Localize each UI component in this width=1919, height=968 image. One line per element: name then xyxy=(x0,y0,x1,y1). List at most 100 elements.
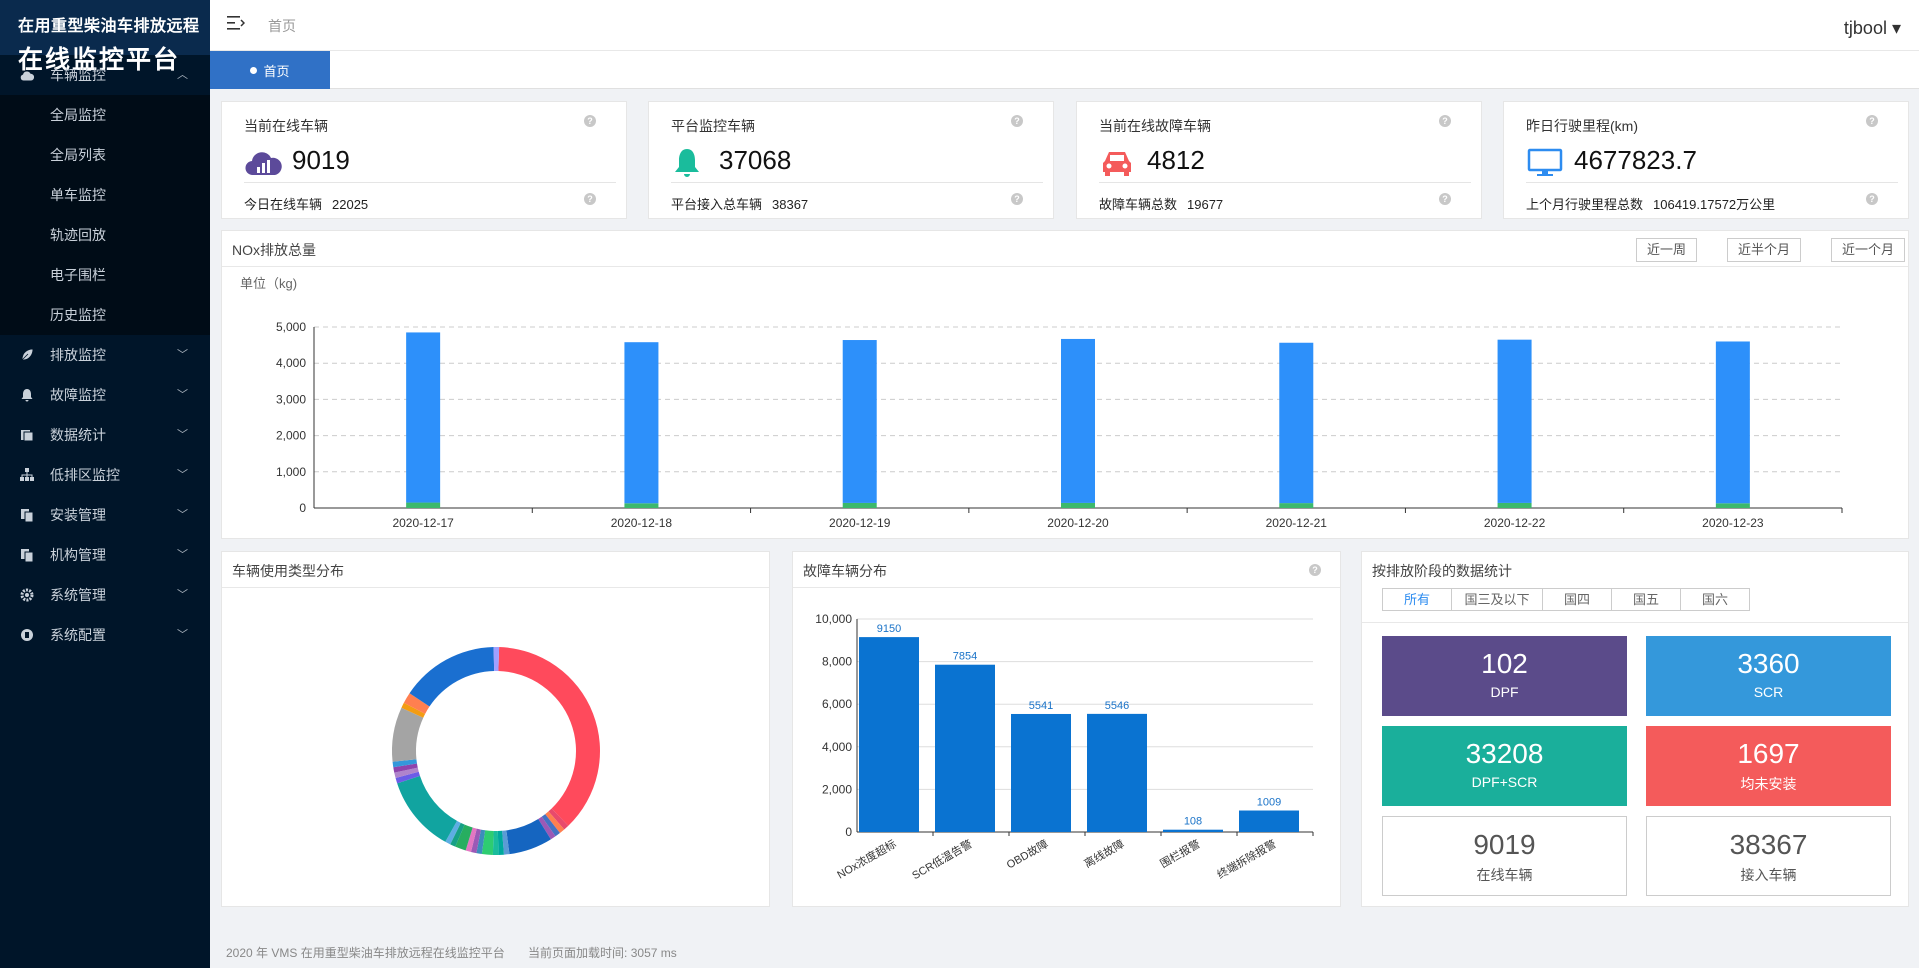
sidebar-group[interactable]: 低排区监控 ﹀ xyxy=(0,455,210,495)
help-icon[interactable]: ? xyxy=(1439,115,1451,127)
donut-slice xyxy=(393,763,418,773)
stat-sub-label: 今日在线车辆 xyxy=(244,197,323,212)
nox-bar xyxy=(624,342,659,504)
stage-title: 按排放阶段的数据统计 xyxy=(1372,563,1512,579)
sidebar-group[interactable]: 故障监控 ﹀ xyxy=(0,375,210,415)
sidebar-group-label: 故障监控 xyxy=(50,387,106,403)
user-menu[interactable]: tjbool ▾ xyxy=(1843,18,1901,38)
donut-slice xyxy=(403,693,430,714)
tab-home[interactable]: 首页 xyxy=(210,51,330,89)
donut-slice xyxy=(392,707,424,762)
y-tick-label: 4,000 xyxy=(822,740,852,754)
sidebar-sub-item[interactable]: 电子围栏 xyxy=(50,267,106,283)
stat-sub-value: 19677 xyxy=(1187,197,1224,212)
sidebar-group[interactable]: 安装管理 ﹀ xyxy=(0,495,210,535)
stage-tab[interactable]: 国四 xyxy=(1542,588,1612,611)
donut-slice xyxy=(506,818,551,855)
footer-load-time: 当前页面加载时间: 3057 ms xyxy=(528,946,677,960)
sidebar-sub-item[interactable]: 全局列表 xyxy=(50,147,106,163)
sidebar-group-label: 车辆监控 xyxy=(50,67,106,83)
help-icon[interactable]: ? xyxy=(1011,193,1023,205)
sidebar-sub-item[interactable]: 历史监控 xyxy=(50,307,106,323)
vehicle-type-panel: 车辆使用类型分布 xyxy=(221,551,770,907)
donut-slice xyxy=(502,830,510,855)
breadcrumb[interactable]: 首页 xyxy=(268,18,296,34)
stage-stat-label: DPF xyxy=(1490,684,1519,700)
stage-stat-box: 3360 SCR xyxy=(1646,636,1891,716)
nox-bar xyxy=(1061,502,1095,508)
sidebar-group[interactable]: 系统管理 ﹀ xyxy=(0,575,210,615)
stat-title: 当前在线故障车辆 xyxy=(1099,118,1211,134)
fault-panel: 故障车辆分布 ? 0 2,000 4,000 6,000 8,000 10,000 9150… xyxy=(792,551,1341,907)
x-tick-label: 2020-12-22 xyxy=(1484,516,1546,530)
bell-icon xyxy=(20,388,34,402)
sidebar-group-vehicle[interactable]: 车辆监控 ︿ xyxy=(0,55,210,95)
fault-bar xyxy=(1087,713,1147,832)
x-tick-label: OBD故障 xyxy=(1004,836,1051,871)
chevron-down-icon: ﹀ xyxy=(177,589,188,601)
divider xyxy=(793,587,1340,588)
bar-value-label: 7854 xyxy=(953,651,977,663)
sidebar-sub-item[interactable]: 单车监控 xyxy=(50,187,106,203)
stat-title: 平台监控车辆 xyxy=(671,118,755,134)
x-tick-label: NOx浓度超标 xyxy=(834,836,898,881)
help-icon[interactable]: ? xyxy=(1011,115,1023,127)
stage-tab[interactable]: 所有 xyxy=(1382,588,1452,611)
divider xyxy=(1526,182,1898,183)
stat-value: 37068 xyxy=(719,145,792,175)
donut-slice xyxy=(498,647,601,826)
sidebar-group[interactable]: 系统配置 ﹀ xyxy=(0,615,210,655)
brand-line1: 在用重型柴油车排放远程 xyxy=(18,18,200,35)
donut-slice xyxy=(395,771,420,784)
stage-stat-label: 在线车辆 xyxy=(1476,867,1533,883)
y-tick-label: 5,000 xyxy=(276,320,306,334)
sidebar-group-label: 排放监控 xyxy=(50,347,106,363)
stage-tab[interactable]: 国六 xyxy=(1680,588,1750,611)
chevron-down-icon: ﹀ xyxy=(177,429,188,441)
recent-half-month-button[interactable]: 近半个月 xyxy=(1726,238,1801,262)
stat-title: 当前在线车辆 xyxy=(244,118,328,134)
x-tick-label: 围栏报警 xyxy=(1157,836,1202,870)
menu-toggle-icon[interactable] xyxy=(227,15,245,31)
sidebar-group-label: 系统配置 xyxy=(50,627,106,643)
stat-sub-label: 上个月行驶里程总数 xyxy=(1526,197,1644,212)
stage-tab[interactable]: 国五 xyxy=(1611,588,1681,611)
stat-sub-value: 22025 xyxy=(332,197,369,212)
recent-month-button[interactable]: 近一个月 xyxy=(1830,238,1905,262)
stat-sub-label: 平台接入总车辆 xyxy=(671,197,763,212)
nox-bar xyxy=(406,502,441,508)
divider xyxy=(222,266,1908,267)
stage-tab[interactable]: 国三及以下 xyxy=(1451,588,1543,611)
nox-title: NOx排放总量 xyxy=(232,242,316,258)
nox-bar xyxy=(1715,503,1750,508)
sidebar-group[interactable]: 机构管理 ﹀ xyxy=(0,535,210,575)
help-icon[interactable]: ? xyxy=(1439,193,1451,205)
chevron-down-icon: ﹀ xyxy=(177,389,188,401)
sidebar-group[interactable]: 排放监控 ﹀ xyxy=(0,335,210,375)
recent-week-button[interactable]: 近一周 xyxy=(1635,238,1697,262)
sidebar-sub-item[interactable]: 全局监控 xyxy=(50,107,106,123)
donut-slice xyxy=(497,830,504,855)
stat-sub: 今日在线车辆 22025 xyxy=(244,194,368,213)
stage-stat-value: 38367 xyxy=(1729,829,1808,860)
sidebar-sub-item[interactable]: 轨迹回放 xyxy=(50,227,106,243)
y-unit-label: 单位（kg) xyxy=(240,276,297,291)
brand-line2: 在线监控平台 xyxy=(18,46,181,74)
help-icon[interactable]: ? xyxy=(584,115,596,127)
sitemap-icon xyxy=(20,468,34,482)
nox-bar xyxy=(842,340,877,503)
chevron-down-icon: ﹀ xyxy=(177,349,188,361)
monitor-icon xyxy=(1526,147,1564,177)
stage-stat-box: 1697 均未安装 xyxy=(1646,726,1891,806)
help-icon[interactable]: ? xyxy=(1866,193,1878,205)
stat-card: 当前在线车辆? 9019 今日在线车辆 22025? xyxy=(221,101,627,219)
x-tick-label: 2020-12-20 xyxy=(1047,516,1109,530)
chevron-up-icon: ︿ xyxy=(177,69,188,81)
help-icon[interactable]: ? xyxy=(1309,564,1321,576)
help-icon[interactable]: ? xyxy=(1866,115,1878,127)
donut-slice xyxy=(409,647,495,707)
sidebar-group[interactable]: 数据统计 ﹀ xyxy=(0,415,210,455)
sidebar: 在用重型柴油车排放远程 在线监控平台 车辆监控 ︿ 全局监控全局列表单车监控轨迹… xyxy=(0,0,210,968)
stat-value: 4677823.7 xyxy=(1574,145,1697,175)
help-icon[interactable]: ? xyxy=(584,193,596,205)
